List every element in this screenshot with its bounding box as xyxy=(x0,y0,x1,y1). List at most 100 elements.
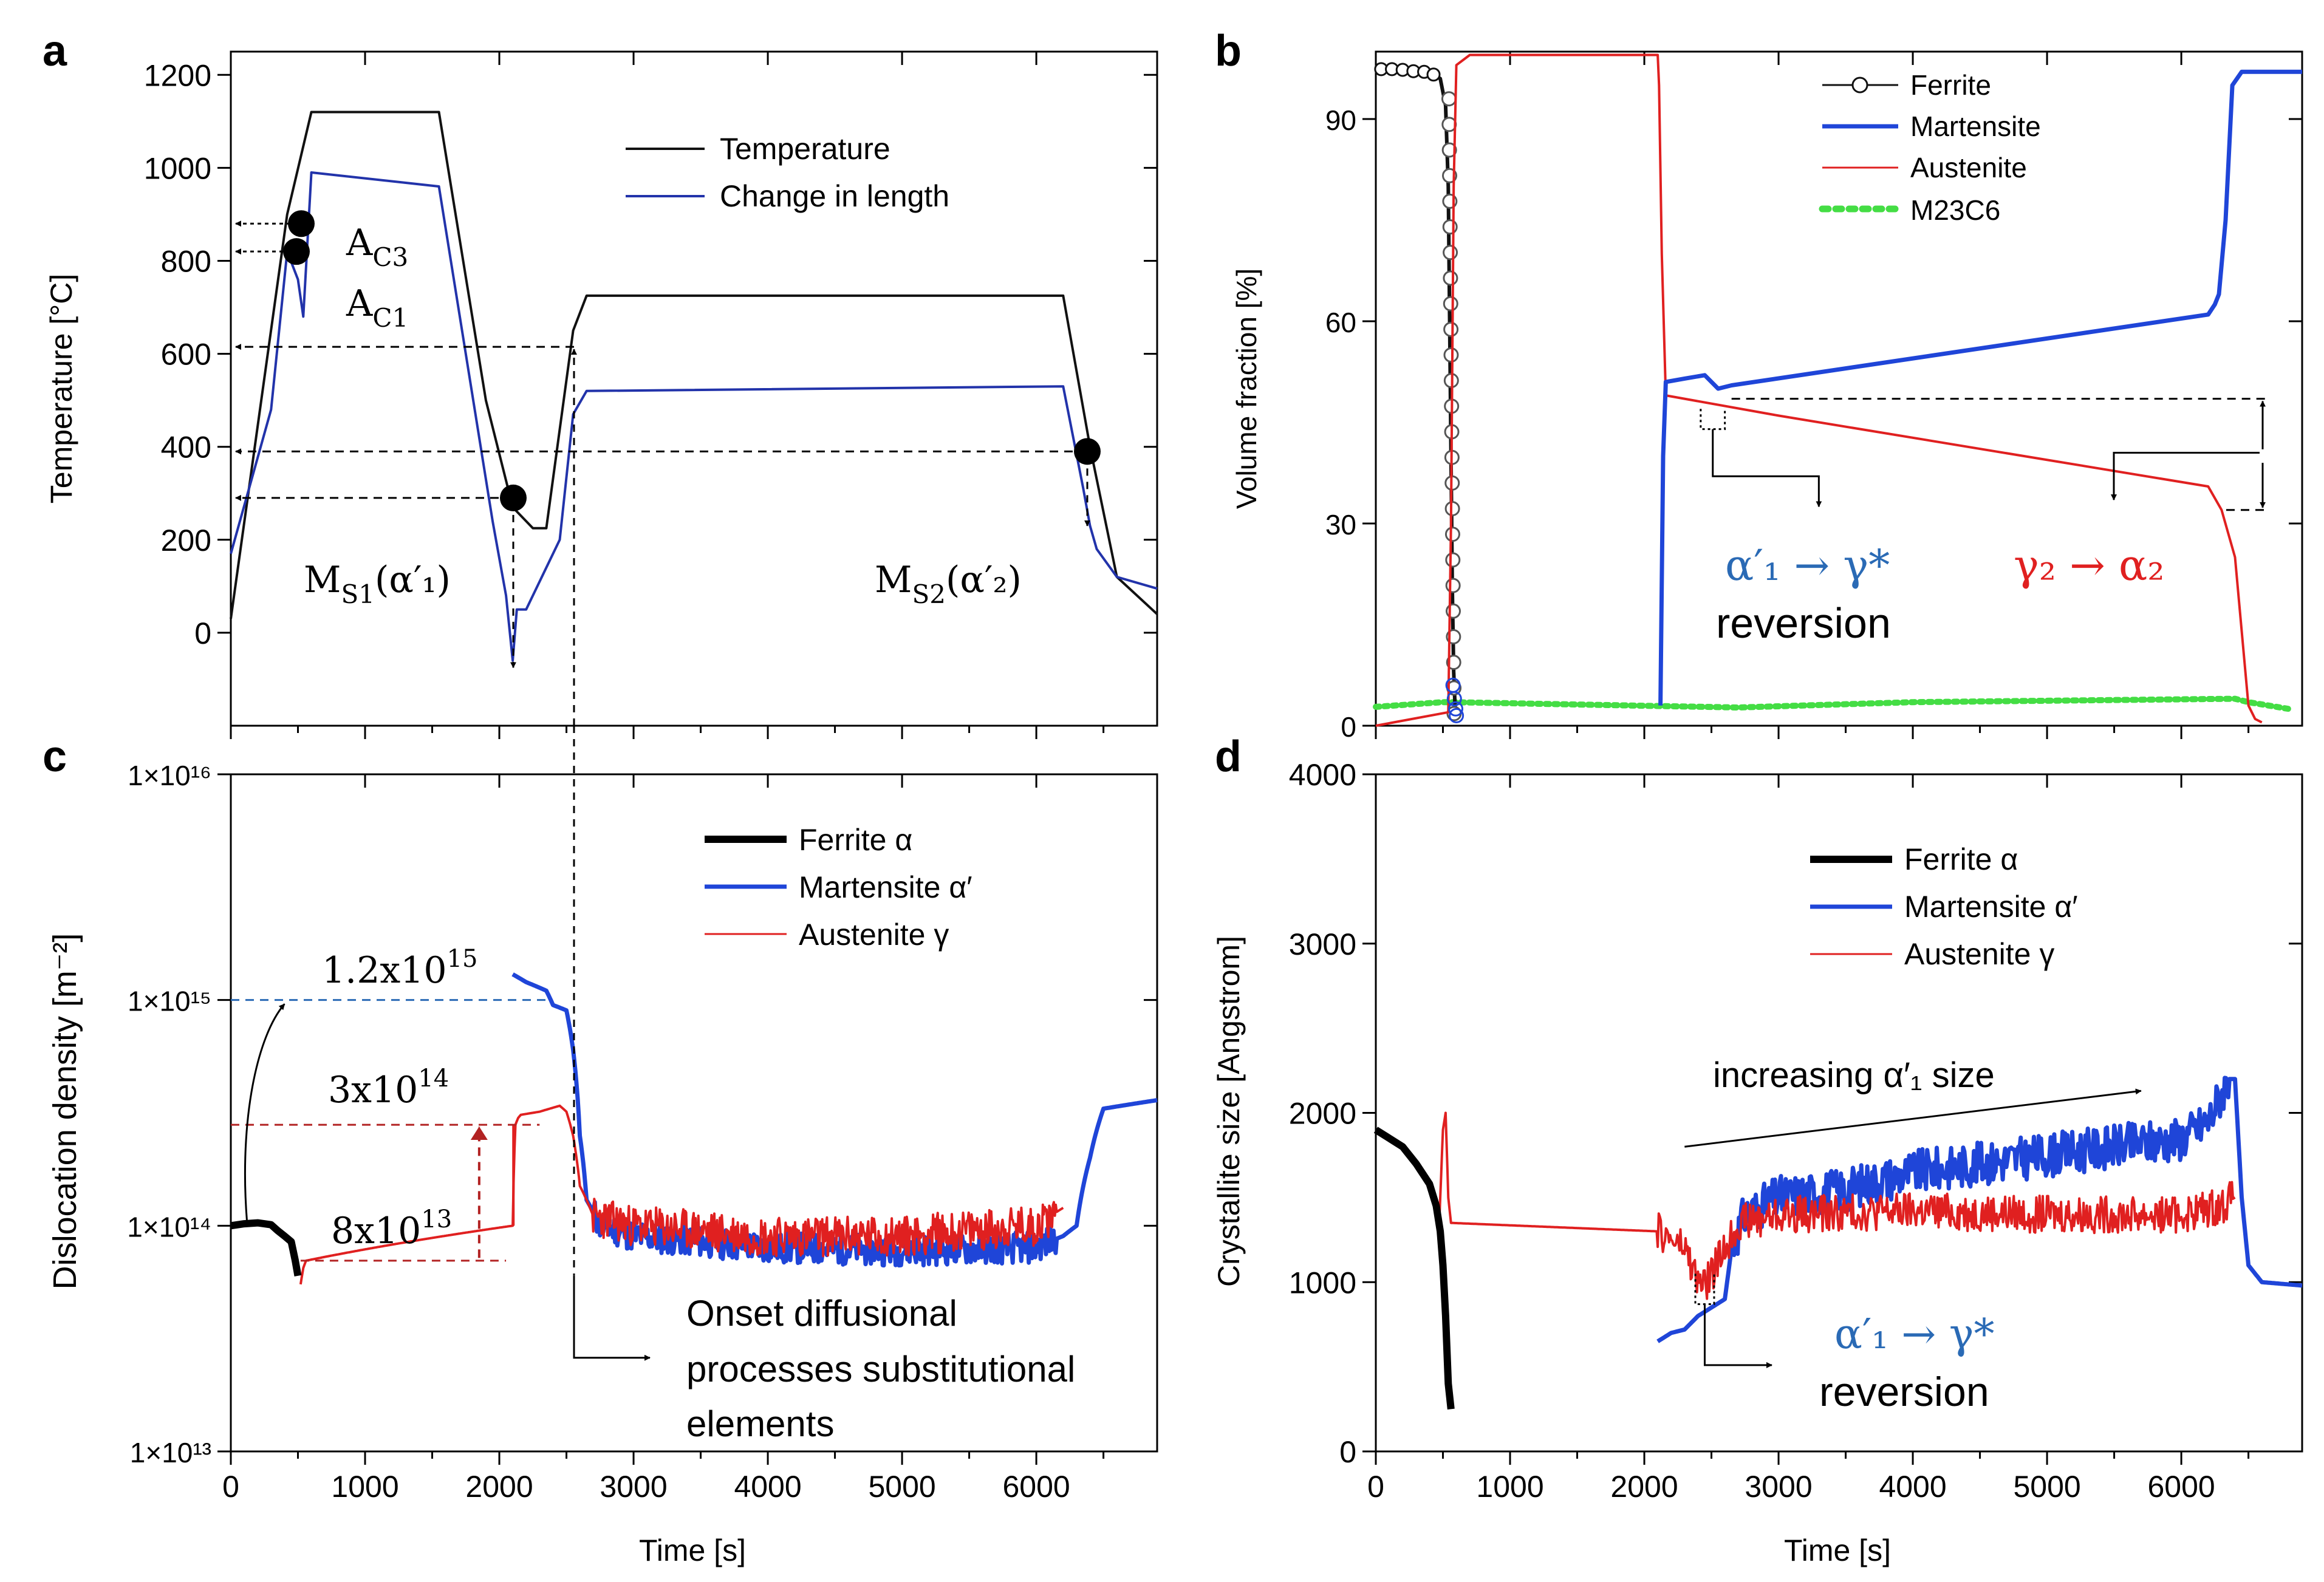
y-tick-label: 4000 xyxy=(1289,758,1356,792)
y-tick-label: 30 xyxy=(1325,509,1356,540)
annotation-rho-ferrite: 8x1013 xyxy=(331,1205,452,1252)
panel-b-annotations: α′₁ → γ* reversion γ₂ → α₂ xyxy=(1716,540,2164,647)
panel-d-y-label: Crystallite size [Angstrom] xyxy=(1212,936,1246,1287)
y-tick-label: 200 xyxy=(161,523,211,557)
y-tick-label: 3000 xyxy=(1289,927,1356,961)
panel-b-guides xyxy=(1700,398,2266,511)
series-austenite-gamma-d xyxy=(1437,1111,2236,1300)
panel-c-frame xyxy=(230,773,1158,1453)
annotation-onset-line2: processes substitutional xyxy=(686,1349,1075,1389)
y-tick-label: 60 xyxy=(1325,307,1356,338)
x-tick-label: 4000 xyxy=(1879,1470,1946,1504)
panel-c-guides xyxy=(231,726,651,1361)
legend-label-ferrite: Ferrite xyxy=(1910,69,1991,101)
panel-a-y-ticks: 0 200 400 600 800 1000 1200 xyxy=(144,58,1157,650)
panel-label-d: d xyxy=(1215,732,1242,781)
guide-increasing-arrow xyxy=(1684,1088,2142,1148)
panel-a-y-label: Temperature [°C] xyxy=(44,274,78,503)
guide-arrow-reversion xyxy=(1712,429,1822,508)
panel-a-x-ticks xyxy=(230,52,1105,739)
series-temperature xyxy=(230,111,1158,619)
ferrite-point xyxy=(1443,296,1458,312)
x-tick-label: 2000 xyxy=(1610,1470,1678,1504)
annotation-onset-line1: Onset diffusional xyxy=(686,1293,957,1334)
panel-b-y-ticks: 0 30 60 90 xyxy=(1325,104,2302,743)
annotation-rho-martensite: 1.2x1015 xyxy=(322,945,478,992)
panel-c-x-label: Time [s] xyxy=(639,1533,746,1567)
martensite-point xyxy=(1446,691,1462,707)
guide-curved-arrow xyxy=(244,1003,285,1221)
y-tick-label: 0 xyxy=(1341,711,1356,743)
legend-label-austenite-gamma: Austenite γ xyxy=(799,918,949,952)
panel-c-dislocation-density-chart: 1×10¹³ 1×10¹⁴ 1×10¹⁵ 1×10¹⁶ 0 1000 2000 3000 40… xyxy=(47,726,1158,1567)
legend-label-temperature: Temperature xyxy=(720,132,890,166)
annotation-ms1: MS1(α′₁) xyxy=(304,559,451,609)
panel-d-y-ticks: 0 1000 2000 3000 4000 xyxy=(1289,758,2302,1469)
x-tick-label: 5000 xyxy=(868,1470,935,1504)
y-tick-label: 600 xyxy=(161,338,211,372)
x-tick-label: 0 xyxy=(1367,1470,1384,1504)
annotation-d-reversion-arrow: α′₁ → γ* xyxy=(1834,1311,1994,1359)
y-tick-label: 1×10¹³ xyxy=(130,1437,211,1468)
y-tick-label: 800 xyxy=(161,244,211,278)
panel-d-x-ticks: 0 1000 2000 3000 4000 5000 6000 xyxy=(1367,774,2250,1504)
ferrite-point xyxy=(1443,270,1458,286)
legend-label-ferrite-alpha: Ferrite α xyxy=(799,823,912,857)
ferrite-point xyxy=(1443,321,1459,337)
legend-label-martensite: Martensite xyxy=(1910,111,2041,142)
y-tick-label: 1×10¹⁶ xyxy=(128,760,211,791)
panel-a-guides xyxy=(235,210,1101,726)
y-tick-label: 90 xyxy=(1325,104,1356,136)
panel-c-legend: Ferrite α Martensite α′ Austenite γ xyxy=(705,823,972,952)
ferrite-point xyxy=(1444,501,1460,517)
annotation-b-reversion-arrow: α′₁ → γ* xyxy=(1725,540,1890,590)
panel-b-y-label: Volume fraction [%] xyxy=(1231,268,1262,509)
annotation-ac1: AC1 xyxy=(346,282,408,333)
y-tick-label: 1200 xyxy=(144,58,211,92)
series-ferrite-alpha xyxy=(230,1219,302,1277)
x-tick-label: 3000 xyxy=(600,1470,667,1504)
y-tick-label: 0 xyxy=(1339,1435,1356,1469)
panel-c-x-ticks: 0 1000 2000 3000 4000 5000 6000 xyxy=(222,774,1105,1504)
x-tick-label: 6000 xyxy=(1002,1470,1070,1504)
panel-label-b: b xyxy=(1215,27,1242,75)
panel-a-annotations: AC3 AC1 MS1(α′₁) MS2(α′₂) xyxy=(304,222,1022,609)
ferrite-point xyxy=(1446,655,1461,670)
ferrite-point xyxy=(1442,219,1458,235)
legend-label-m23c6: M23C6 xyxy=(1910,194,2000,226)
series-martensite-alpha-prime-d xyxy=(1656,1076,2303,1343)
y-tick-label: 0 xyxy=(194,616,211,650)
x-tick-label: 6000 xyxy=(2147,1470,2215,1504)
annotation-rho-austenite: 3x1014 xyxy=(328,1065,449,1111)
x-tick-label: 1000 xyxy=(331,1470,398,1504)
ferrite-point xyxy=(1445,578,1461,593)
panel-label-c: c xyxy=(43,732,67,781)
guide-arrowhead-red xyxy=(470,1127,488,1140)
panel-a-frame xyxy=(230,50,1158,727)
panel-c-y-label: Dislocation density [m⁻²] xyxy=(47,933,83,1290)
panel-d-crystallite-size-chart: 0 1000 2000 3000 4000 0 1000 2000 3000 4000 5000 6… xyxy=(1212,758,2303,1567)
ferrite-point xyxy=(1426,67,1441,82)
panel-d-x-label: Time [s] xyxy=(1784,1533,1891,1567)
annotation-increasing-size: increasing α′₁ size xyxy=(1713,1055,1995,1095)
panel-b-x-ticks xyxy=(1375,52,2250,739)
panel-label-a: a xyxy=(43,27,67,75)
series-ferrite-alpha-d xyxy=(1373,1127,1455,1410)
panel-d-annotations: increasing α′₁ size α′₁ → γ* reversion xyxy=(1713,1055,1995,1415)
panel-d-guides xyxy=(1684,1088,2142,1368)
panel-c-y-ticks: 1×10¹³ 1×10¹⁴ 1×10¹⁵ 1×10¹⁶ xyxy=(127,760,1157,1468)
panel-d-legend: Ferrite α Martensite α′ Austenite γ xyxy=(1810,842,2078,971)
series-ferrite xyxy=(1375,66,1458,720)
martensite-point xyxy=(1449,707,1464,723)
y-tick-label: 1000 xyxy=(1289,1266,1356,1300)
guide-arrow-reversion-d xyxy=(1703,1304,1772,1368)
y-tick-label: 1000 xyxy=(144,151,211,185)
x-tick-label: 5000 xyxy=(2013,1470,2080,1504)
ferrite-point xyxy=(1443,245,1458,261)
panel-b-frame xyxy=(1375,50,2303,727)
legend-label-ferrite-alpha-d: Ferrite α xyxy=(1904,842,2018,876)
panel-b-legend: Ferrite Martensite Austenite M23C6 xyxy=(1819,69,2041,226)
panel-c-annotations: 1.2x1015 3x1014 8x1013 Onset diffusional… xyxy=(322,945,1075,1444)
annotation-d-reversion-label: reversion xyxy=(1819,1369,1989,1415)
annotation-b-gamma2-alpha2: γ₂ → α₂ xyxy=(2014,540,2164,590)
